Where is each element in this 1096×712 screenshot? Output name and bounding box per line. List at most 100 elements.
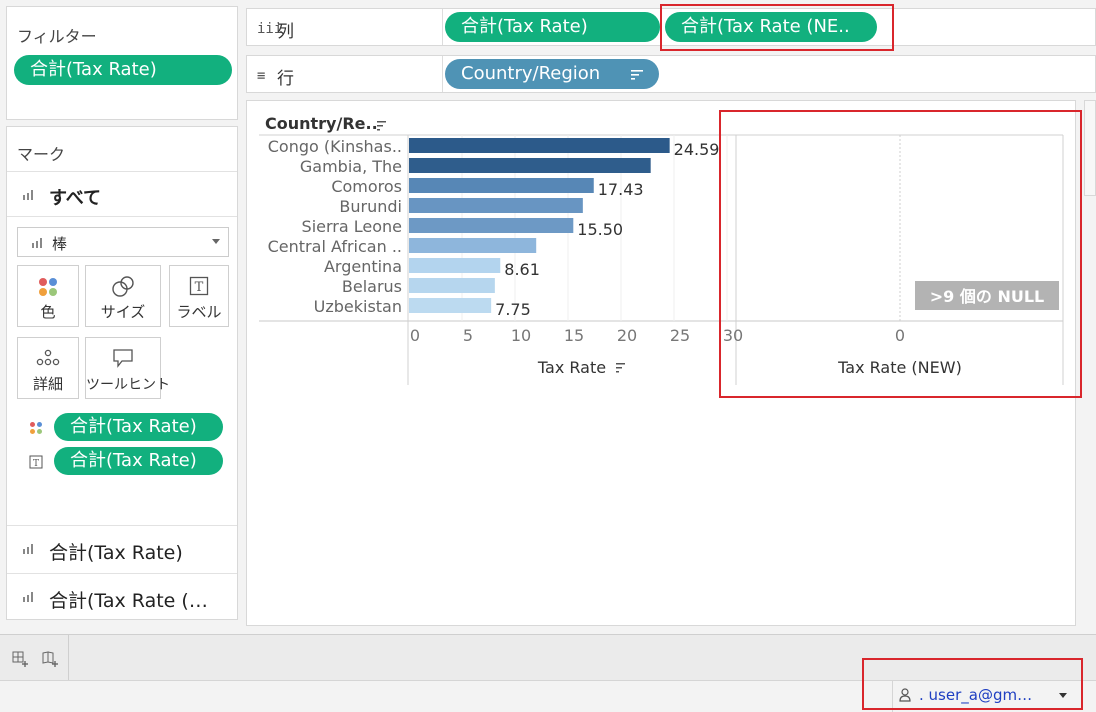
text-label-icon: T [29,455,43,469]
size-icon [112,276,134,297]
user-icon [899,688,911,702]
new-dashboard-icon[interactable] [42,651,58,667]
null-badge-label: >9 個の NULL [930,287,1044,306]
tooltip-icon [113,349,133,368]
category-label: Sierra Leone [302,217,402,236]
bar [409,298,492,313]
sort-descending-icon [377,121,386,123]
column-pill-tax-rate-new[interactable]: 合計(Tax Rate (NE.. [665,12,877,42]
row-pill-label: Country/Region [461,63,601,84]
sort-descending-icon [377,129,380,131]
bar-chart: Country/Re.. Congo (Kinshas.. 24.59 Gambia,… [259,114,1064,385]
rows-icon: ≡ [257,68,266,84]
x-tick-label: 5 [463,326,473,345]
columns-shelf-label: 列 [277,22,294,42]
bar [409,138,670,153]
label-encoding-pill[interactable]: 合計(Tax Rate) [54,447,223,475]
data-label: 15.50 [577,220,623,239]
color-dots-icon [30,422,42,434]
size-button-label: サイズ [100,303,146,321]
mark-type-label: 棒 [52,235,68,253]
x-tick-label: 30 [723,326,743,345]
data-label: 7.75 [495,300,531,319]
user-account-label: . user_a@gm… [919,686,1033,704]
bar-chart-icon [23,190,35,200]
color-button[interactable]: 色 [17,265,79,327]
column-pill-tax-rate[interactable]: 合計(Tax Rate) [445,12,660,42]
x-tick-label: 0 [895,326,905,345]
x-tick-label: 15 [564,326,584,345]
category-label: Belarus [342,277,402,296]
tab-divider [68,635,69,681]
bar [409,158,651,173]
measure-label: 合計(Tax Rate (… [49,590,208,612]
sort-descending-icon [631,70,643,80]
size-button[interactable]: サイズ [85,265,161,327]
status-bar [0,680,1096,712]
svg-text:T: T [195,280,204,295]
data-label: 17.43 [598,180,644,199]
chevron-down-icon [1059,693,1067,698]
category-label: Argentina [324,257,402,276]
bar-chart-icon [23,544,35,554]
detail-dots-icon [36,349,60,366]
marks-title: マーク [17,145,66,164]
label-button[interactable]: T ラベル [169,265,229,327]
axis-title-tax-rate: Tax Rate [537,358,606,377]
bar [409,238,537,253]
color-button-label: 色 [40,303,56,321]
mark-type-dropdown[interactable]: 棒 [17,227,229,257]
data-label: 8.61 [504,260,540,279]
text-label-icon: T [189,276,209,296]
columns-shelf: iii 列 合計(Tax Rate) 合計(Tax Rate (NE.. [246,8,1096,46]
category-label: Central African .. [268,237,402,256]
columns-icon: iii [257,21,283,37]
row-pill-country-region[interactable]: Country/Region [445,59,659,89]
x-tick-label: 10 [511,326,531,345]
bar [409,218,574,233]
x-tick-label: 0 [410,326,420,345]
color-dots-icon [39,278,57,296]
bar [409,258,501,273]
category-label: Uzbekistan [314,297,402,316]
measure-row-tax-rate[interactable]: 合計(Tax Rate) [7,525,237,571]
category-label: Congo (Kinshas.. [268,137,402,156]
side-panel-edge [1084,100,1096,196]
bar [409,178,594,193]
measure-label: 合計(Tax Rate) [49,542,183,564]
filters-card: フィルター 合計(Tax Rate) [6,6,238,120]
shelf-divider [442,56,443,92]
user-menu[interactable]: . user_a@gm… [892,680,1082,712]
bar-chart-icon [23,592,35,602]
bar-chart-icon [32,238,44,248]
null-badge [915,281,1059,310]
detail-button[interactable]: 詳細 [17,337,79,399]
new-sheet-icon[interactable] [12,651,28,667]
category-label: Burundi [339,197,402,216]
detail-button-label: 詳細 [32,375,63,393]
tooltip-button[interactable]: ツールヒント [85,337,170,399]
svg-text:T: T [33,459,39,469]
sort-descending-icon [616,371,619,373]
axis-title-tax-rate-new: Tax Rate (NEW) [837,358,962,377]
marks-all-label: すべて [49,188,102,209]
rows-shelf: ≡ 行 Country/Region [246,55,1096,93]
sort-descending-icon [616,363,625,365]
x-tick-label: 25 [670,326,690,345]
category-label: Comoros [331,177,402,196]
sort-descending-icon [377,125,383,127]
rows-shelf-label: 行 [277,69,294,89]
filter-pill-tax-rate[interactable]: 合計(Tax Rate) [14,55,232,85]
chart-view: Country/Re.. Congo (Kinshas.. 24.59 Gambia,… [246,100,1076,626]
sheet-tab-bar [0,634,1096,681]
chevron-down-icon [212,239,220,244]
data-label: 24.59 [674,140,720,159]
color-encoding-pill[interactable]: 合計(Tax Rate) [54,413,223,441]
category-label: Gambia, The [300,157,402,176]
x-tick-label: 20 [617,326,637,345]
tooltip-button-label: ツールヒント [86,377,170,393]
shelf-divider [442,9,443,45]
marks-card: マーク すべて 棒 色 サイズ T ラベル [6,126,238,620]
marks-all-row[interactable]: すべて [7,171,237,217]
measure-row-tax-rate-new[interactable]: 合計(Tax Rate (… [7,573,237,619]
